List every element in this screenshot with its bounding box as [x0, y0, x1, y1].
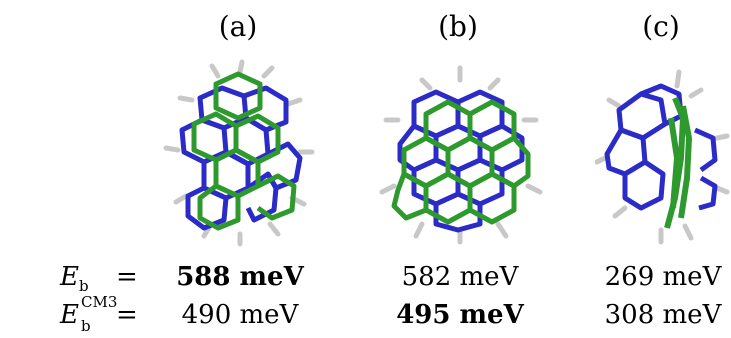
molecule-a	[163, 59, 315, 247]
blue-layer-c	[604, 83, 718, 211]
value-eb-a: 588 meV	[176, 262, 304, 292]
value-cm3-a: 490 meV	[181, 300, 299, 330]
molecule-b	[379, 65, 543, 245]
value-eb-c: 269 meV	[604, 262, 722, 292]
value-cm3-c: 308 meV	[604, 300, 722, 330]
hydrogens-a	[163, 59, 315, 247]
energy-row-eb-cm3: E CM3 b = 490 meV 495 meV 308 meV	[0, 293, 731, 338]
value-cm3-b: 495 meV	[396, 300, 524, 330]
equals-eb-cm3: =	[116, 300, 138, 330]
equals-eb: =	[116, 262, 138, 292]
green-layer-c	[664, 96, 692, 229]
panel-label-a: (a)	[218, 10, 258, 43]
panel-label-b: (b)	[438, 10, 478, 43]
symbol-eb-cm3: E CM3 b	[60, 293, 118, 335]
symbol-eb: Eb	[60, 262, 89, 296]
molecule-c	[595, 69, 730, 245]
energy-row-eb: Eb = 588 meV 582 meV 269 meV	[0, 260, 731, 300]
green-layer-b	[391, 99, 531, 225]
green-layer-a	[191, 71, 297, 231]
hydrogens-b	[379, 65, 543, 245]
blue-layer-b	[397, 89, 525, 233]
hydrogens-c	[595, 69, 730, 245]
panel-label-c: (c)	[642, 10, 680, 43]
value-eb-b: 582 meV	[401, 262, 519, 292]
